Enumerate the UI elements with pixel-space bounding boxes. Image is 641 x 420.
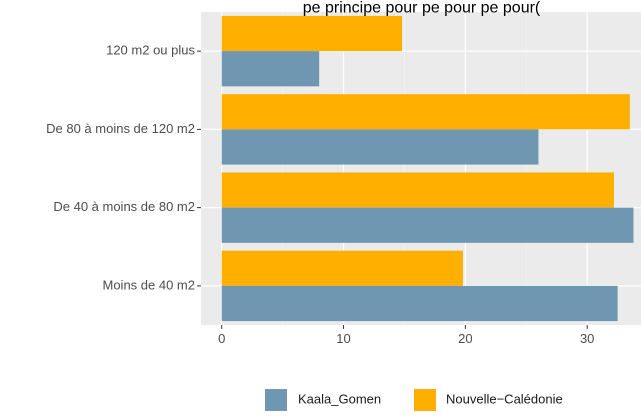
- bar-kaala-gomen-0: [221, 285, 618, 322]
- legend-swatch: [265, 389, 287, 411]
- y-tick-label: Moins de 40 m2: [103, 277, 196, 292]
- x-tick-label: 30: [580, 331, 594, 346]
- bar-nouvelle-cal-donie-2: [221, 94, 630, 130]
- bar-kaala-gomen-3: [221, 51, 320, 87]
- y-tick-label: De 80 à moins de 120 m2: [46, 121, 195, 136]
- legend: Kaala_Gomen Nouvelle−Calédonie: [265, 389, 563, 411]
- x-tick-label: 10: [336, 331, 350, 346]
- legend-label: Kaala_Gomen: [298, 391, 381, 406]
- bar-nouvelle-cal-donie-1: [221, 172, 614, 208]
- x-tick-label: 0: [218, 331, 225, 346]
- bar-nouvelle-cal-donie-0: [221, 250, 463, 286]
- x-axis: 0 10 20 30: [218, 325, 594, 346]
- y-tick-label: De 40 à moins de 80 m2: [53, 199, 195, 214]
- bar-kaala-gomen-1: [221, 207, 634, 243]
- x-tick-label: 20: [458, 331, 472, 346]
- legend-swatch: [414, 389, 436, 411]
- legend-label: Nouvelle−Calédonie: [446, 391, 563, 406]
- bars-group: [221, 15, 634, 322]
- y-axis: Moins de 40 m2 De 40 à moins de 80 m2 De 8…: [46, 43, 201, 292]
- chart-title: pe principe pour pe pour pe pour(: [303, 0, 541, 16]
- bar-nouvelle-cal-donie-3: [221, 15, 403, 52]
- y-tick-label: 120 m2 ou plus: [106, 43, 195, 58]
- bar-kaala-gomen-2: [221, 129, 539, 165]
